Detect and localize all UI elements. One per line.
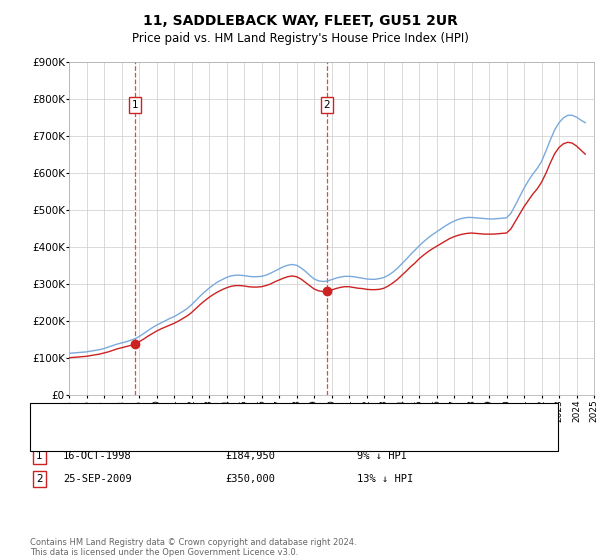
Text: 1: 1 — [36, 451, 43, 461]
Text: Contains HM Land Registry data © Crown copyright and database right 2024.
This d: Contains HM Land Registry data © Crown c… — [30, 538, 356, 557]
Text: 2: 2 — [323, 100, 330, 110]
Text: 11, SADDLEBACK WAY, FLEET, GU51 2UR (detached house): 11, SADDLEBACK WAY, FLEET, GU51 2UR (det… — [75, 412, 383, 422]
Text: 16-OCT-1998: 16-OCT-1998 — [63, 451, 132, 461]
Text: £350,000: £350,000 — [225, 474, 275, 484]
Text: 25-SEP-2009: 25-SEP-2009 — [63, 474, 132, 484]
Text: 1: 1 — [132, 100, 139, 110]
Text: 2: 2 — [36, 474, 43, 484]
Text: 13% ↓ HPI: 13% ↓ HPI — [357, 474, 413, 484]
Text: 11, SADDLEBACK WAY, FLEET, GU51 2UR: 11, SADDLEBACK WAY, FLEET, GU51 2UR — [143, 14, 457, 28]
Text: HPI: Average price, detached house, Hart: HPI: Average price, detached house, Hart — [75, 434, 290, 444]
Text: 9% ↓ HPI: 9% ↓ HPI — [357, 451, 407, 461]
Text: Price paid vs. HM Land Registry's House Price Index (HPI): Price paid vs. HM Land Registry's House … — [131, 32, 469, 45]
Text: £184,950: £184,950 — [225, 451, 275, 461]
